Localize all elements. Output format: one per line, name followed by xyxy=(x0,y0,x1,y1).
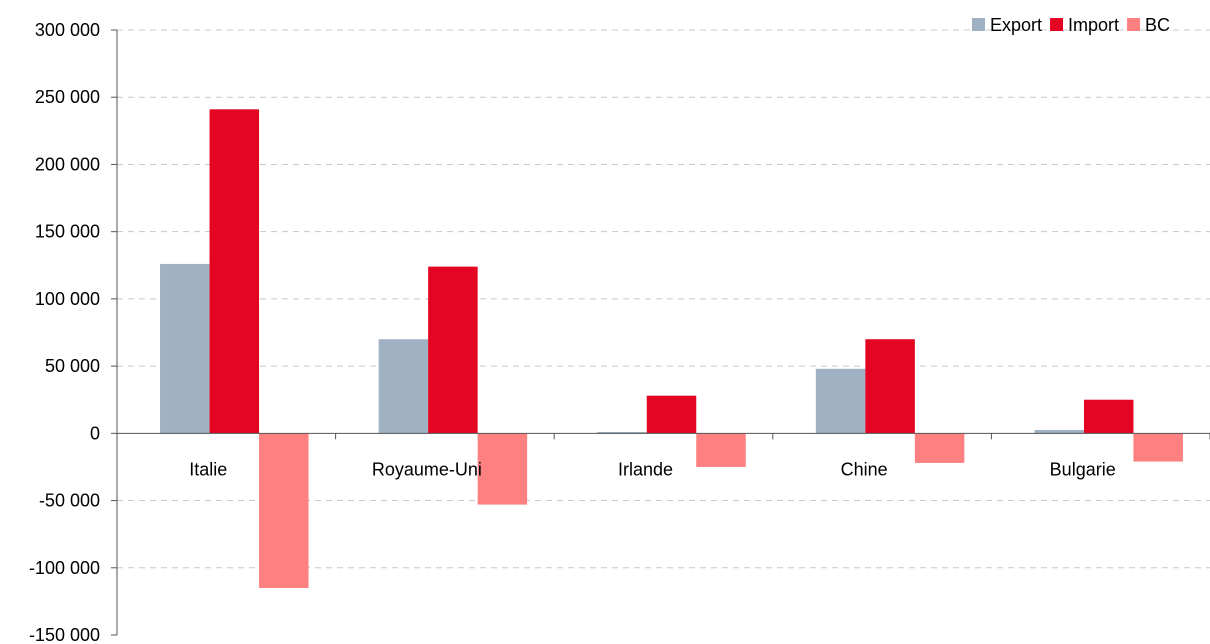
bar-bc-bulgarie xyxy=(1133,433,1183,462)
y-tick-label: 200 000 xyxy=(35,154,100,174)
legend-swatch-export xyxy=(972,18,985,31)
y-tick-label: 250 000 xyxy=(35,87,100,107)
axes xyxy=(111,29,1210,636)
bar-import-chine xyxy=(865,339,915,434)
bar-import-italie xyxy=(209,109,260,434)
bar-bc-irlande xyxy=(696,433,746,467)
y-tick-label: -50 000 xyxy=(39,491,100,511)
bar-import-royaume-uni xyxy=(428,266,478,434)
y-tick-label: -100 000 xyxy=(29,558,100,578)
bar-bc-italie xyxy=(259,433,309,588)
legend-swatch-import xyxy=(1050,18,1064,31)
bar-export-chine xyxy=(815,368,866,434)
y-tick-label: 100 000 xyxy=(35,289,100,309)
legend-label-import: Import xyxy=(1068,15,1119,35)
legend-swatch-bc xyxy=(1127,18,1141,31)
bars xyxy=(160,109,1183,588)
y-tick-label: 300 000 xyxy=(35,20,100,40)
category-label: Irlande xyxy=(618,459,673,479)
y-tick-label: 50 000 xyxy=(45,356,100,376)
bar-bc-royaume-uni xyxy=(477,433,528,505)
bar-import-bulgarie xyxy=(1083,399,1134,434)
legend-label-bc: BC xyxy=(1145,15,1170,35)
category-label: Royaume-Uni xyxy=(372,459,482,479)
legend-label-export: Export xyxy=(990,15,1042,35)
bar-import-irlande xyxy=(646,395,697,434)
labels: 300 000 250 000 200 000 150 000 100 000 50 00… xyxy=(29,20,1116,644)
y-tick-label: 0 xyxy=(90,423,100,443)
y-tick-label: -150 000 xyxy=(29,625,100,644)
y-tick-label: 150 000 xyxy=(35,222,100,242)
bar-export-irlande xyxy=(597,431,647,434)
category-label: Chine xyxy=(841,459,888,479)
legend: Export Import BC xyxy=(972,15,1170,35)
category-label: Italie xyxy=(189,459,227,479)
bar-bc-chine xyxy=(914,433,965,463)
bar-export-italie xyxy=(160,263,210,434)
bar-export-royaume-uni xyxy=(378,339,429,434)
category-label: Bulgarie xyxy=(1050,459,1116,479)
bar-export-bulgarie xyxy=(1034,429,1084,434)
